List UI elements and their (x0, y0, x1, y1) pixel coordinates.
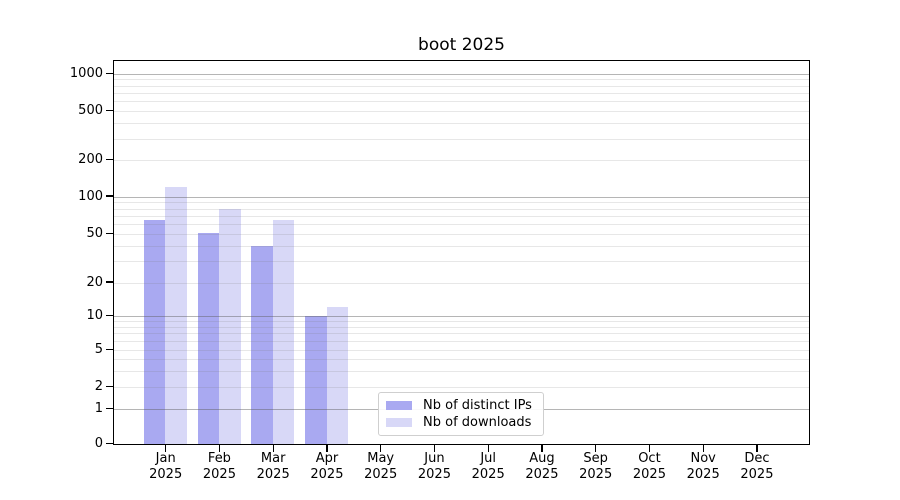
x-tick-mark (595, 445, 597, 452)
y-axis-label-1: 1 (94, 400, 103, 416)
y-tick-mark (106, 385, 114, 388)
gridline-10 (114, 315, 809, 317)
x-tick-mark (487, 445, 489, 452)
gridline-7 (114, 333, 809, 335)
gridline-20 (114, 282, 809, 284)
gridline-9 (114, 320, 809, 322)
y-tick-mark (106, 407, 114, 409)
y-axis-label-200: 200 (78, 152, 103, 168)
x-axis-label-dec-2025: Dec 2025 (740, 451, 774, 482)
gridline-700 (114, 93, 809, 95)
y-axis-label-50: 50 (86, 226, 103, 242)
y-tick-mark (106, 110, 114, 112)
y-axis-label-500: 500 (78, 103, 103, 119)
gridline-90 (114, 202, 809, 204)
y-axis-label-10: 10 (86, 307, 103, 323)
gridline-50 (114, 234, 809, 236)
legend-swatch-distinct-ips-icon (386, 401, 412, 410)
x-tick-mark (756, 445, 758, 452)
plot-area (113, 60, 810, 445)
legend-item-downloads: Nb of downloads (379, 414, 543, 431)
x-axis-label-oct-2025: Oct 2025 (632, 451, 666, 482)
x-axis-label-apr-2025: Apr 2025 (310, 451, 344, 482)
legend: Nb of distinct IPs Nb of downloads (378, 392, 544, 436)
x-tick-mark (165, 445, 167, 452)
x-axis-label-mar-2025: Mar 2025 (256, 451, 290, 482)
y-tick-mark (106, 159, 114, 161)
bar-nb-of-downloads-apr-2025 (326, 307, 349, 444)
y-axis-label-0: 0 (94, 435, 103, 451)
x-tick-mark (326, 445, 328, 452)
y-axis-label-5: 5 (94, 341, 103, 357)
x-tick-mark (702, 445, 704, 452)
y-axis-label-20: 20 (86, 274, 103, 290)
x-tick-mark (648, 445, 651, 452)
y-tick-mark (106, 281, 114, 283)
y-tick-mark (106, 314, 114, 316)
gridline-2 (114, 387, 809, 388)
gridline-4 (114, 358, 809, 360)
y-tick-mark (106, 72, 114, 74)
gridline-100 (114, 196, 809, 198)
bar-nb-of-distinct-ips-feb-2025 (197, 233, 220, 444)
gridline-3 (114, 370, 809, 372)
x-axis-label-jun-2025: Jun 2025 (417, 451, 451, 482)
x-axis-label-feb-2025: Feb 2025 (202, 451, 236, 482)
gridline-70 (114, 215, 809, 217)
gridline-300 (114, 138, 809, 140)
x-tick-mark (218, 445, 221, 452)
x-axis-label-jul-2025: Jul 2025 (471, 451, 505, 482)
gridline-30 (114, 261, 809, 263)
x-tick-mark (272, 445, 274, 452)
x-axis-label-may-2025: May 2025 (364, 451, 398, 482)
legend-label: Nb of downloads (423, 415, 532, 430)
bar-nb-of-distinct-ips-mar-2025 (251, 246, 273, 444)
bar-nb-of-distinct-ips-jan-2025 (143, 220, 166, 444)
gridline-800 (114, 85, 809, 87)
bar-nb-of-distinct-ips-apr-2025 (305, 316, 327, 444)
y-axis-label-100: 100 (78, 188, 103, 204)
x-axis-label-jan-2025: Jan 2025 (149, 451, 183, 482)
y-tick-mark (106, 233, 114, 235)
y-tick-mark (106, 348, 114, 350)
x-tick-mark (380, 445, 382, 452)
bar-nb-of-downloads-mar-2025 (272, 220, 295, 444)
x-tick-mark (541, 445, 543, 452)
gridline-40 (114, 245, 809, 247)
gridline-8 (114, 326, 809, 328)
gridline-1000 (114, 73, 809, 75)
gridline-900 (114, 79, 809, 81)
legend-item-distinct-ips: Nb of distinct IPs (379, 397, 543, 414)
x-axis-label-sep-2025: Sep 2025 (579, 451, 613, 482)
bar-nb-of-downloads-jan-2025 (165, 187, 187, 444)
x-tick-mark (433, 445, 436, 452)
gridline-80 (114, 208, 809, 210)
y-tick-mark (106, 442, 114, 444)
legend-swatch-downloads-icon (386, 418, 412, 427)
y-tick-mark (106, 195, 114, 197)
gridline-60 (114, 224, 809, 226)
y-axis-label-1000: 1000 (69, 65, 103, 81)
x-axis-label-nov-2025: Nov 2025 (686, 451, 720, 482)
chart-title: boot 2025 (418, 35, 505, 55)
legend-label: Nb of distinct IPs (423, 398, 532, 413)
gridline-400 (114, 123, 809, 125)
gridline-5 (114, 349, 809, 351)
gridline-500 (114, 111, 809, 113)
x-axis-label-aug-2025: Aug 2025 (525, 451, 559, 482)
gridline-6 (114, 340, 809, 342)
y-axis-label-2: 2 (94, 379, 103, 394)
gridline-600 (114, 101, 809, 103)
bar-nb-of-downloads-feb-2025 (219, 208, 241, 444)
gridline-200 (114, 160, 809, 162)
